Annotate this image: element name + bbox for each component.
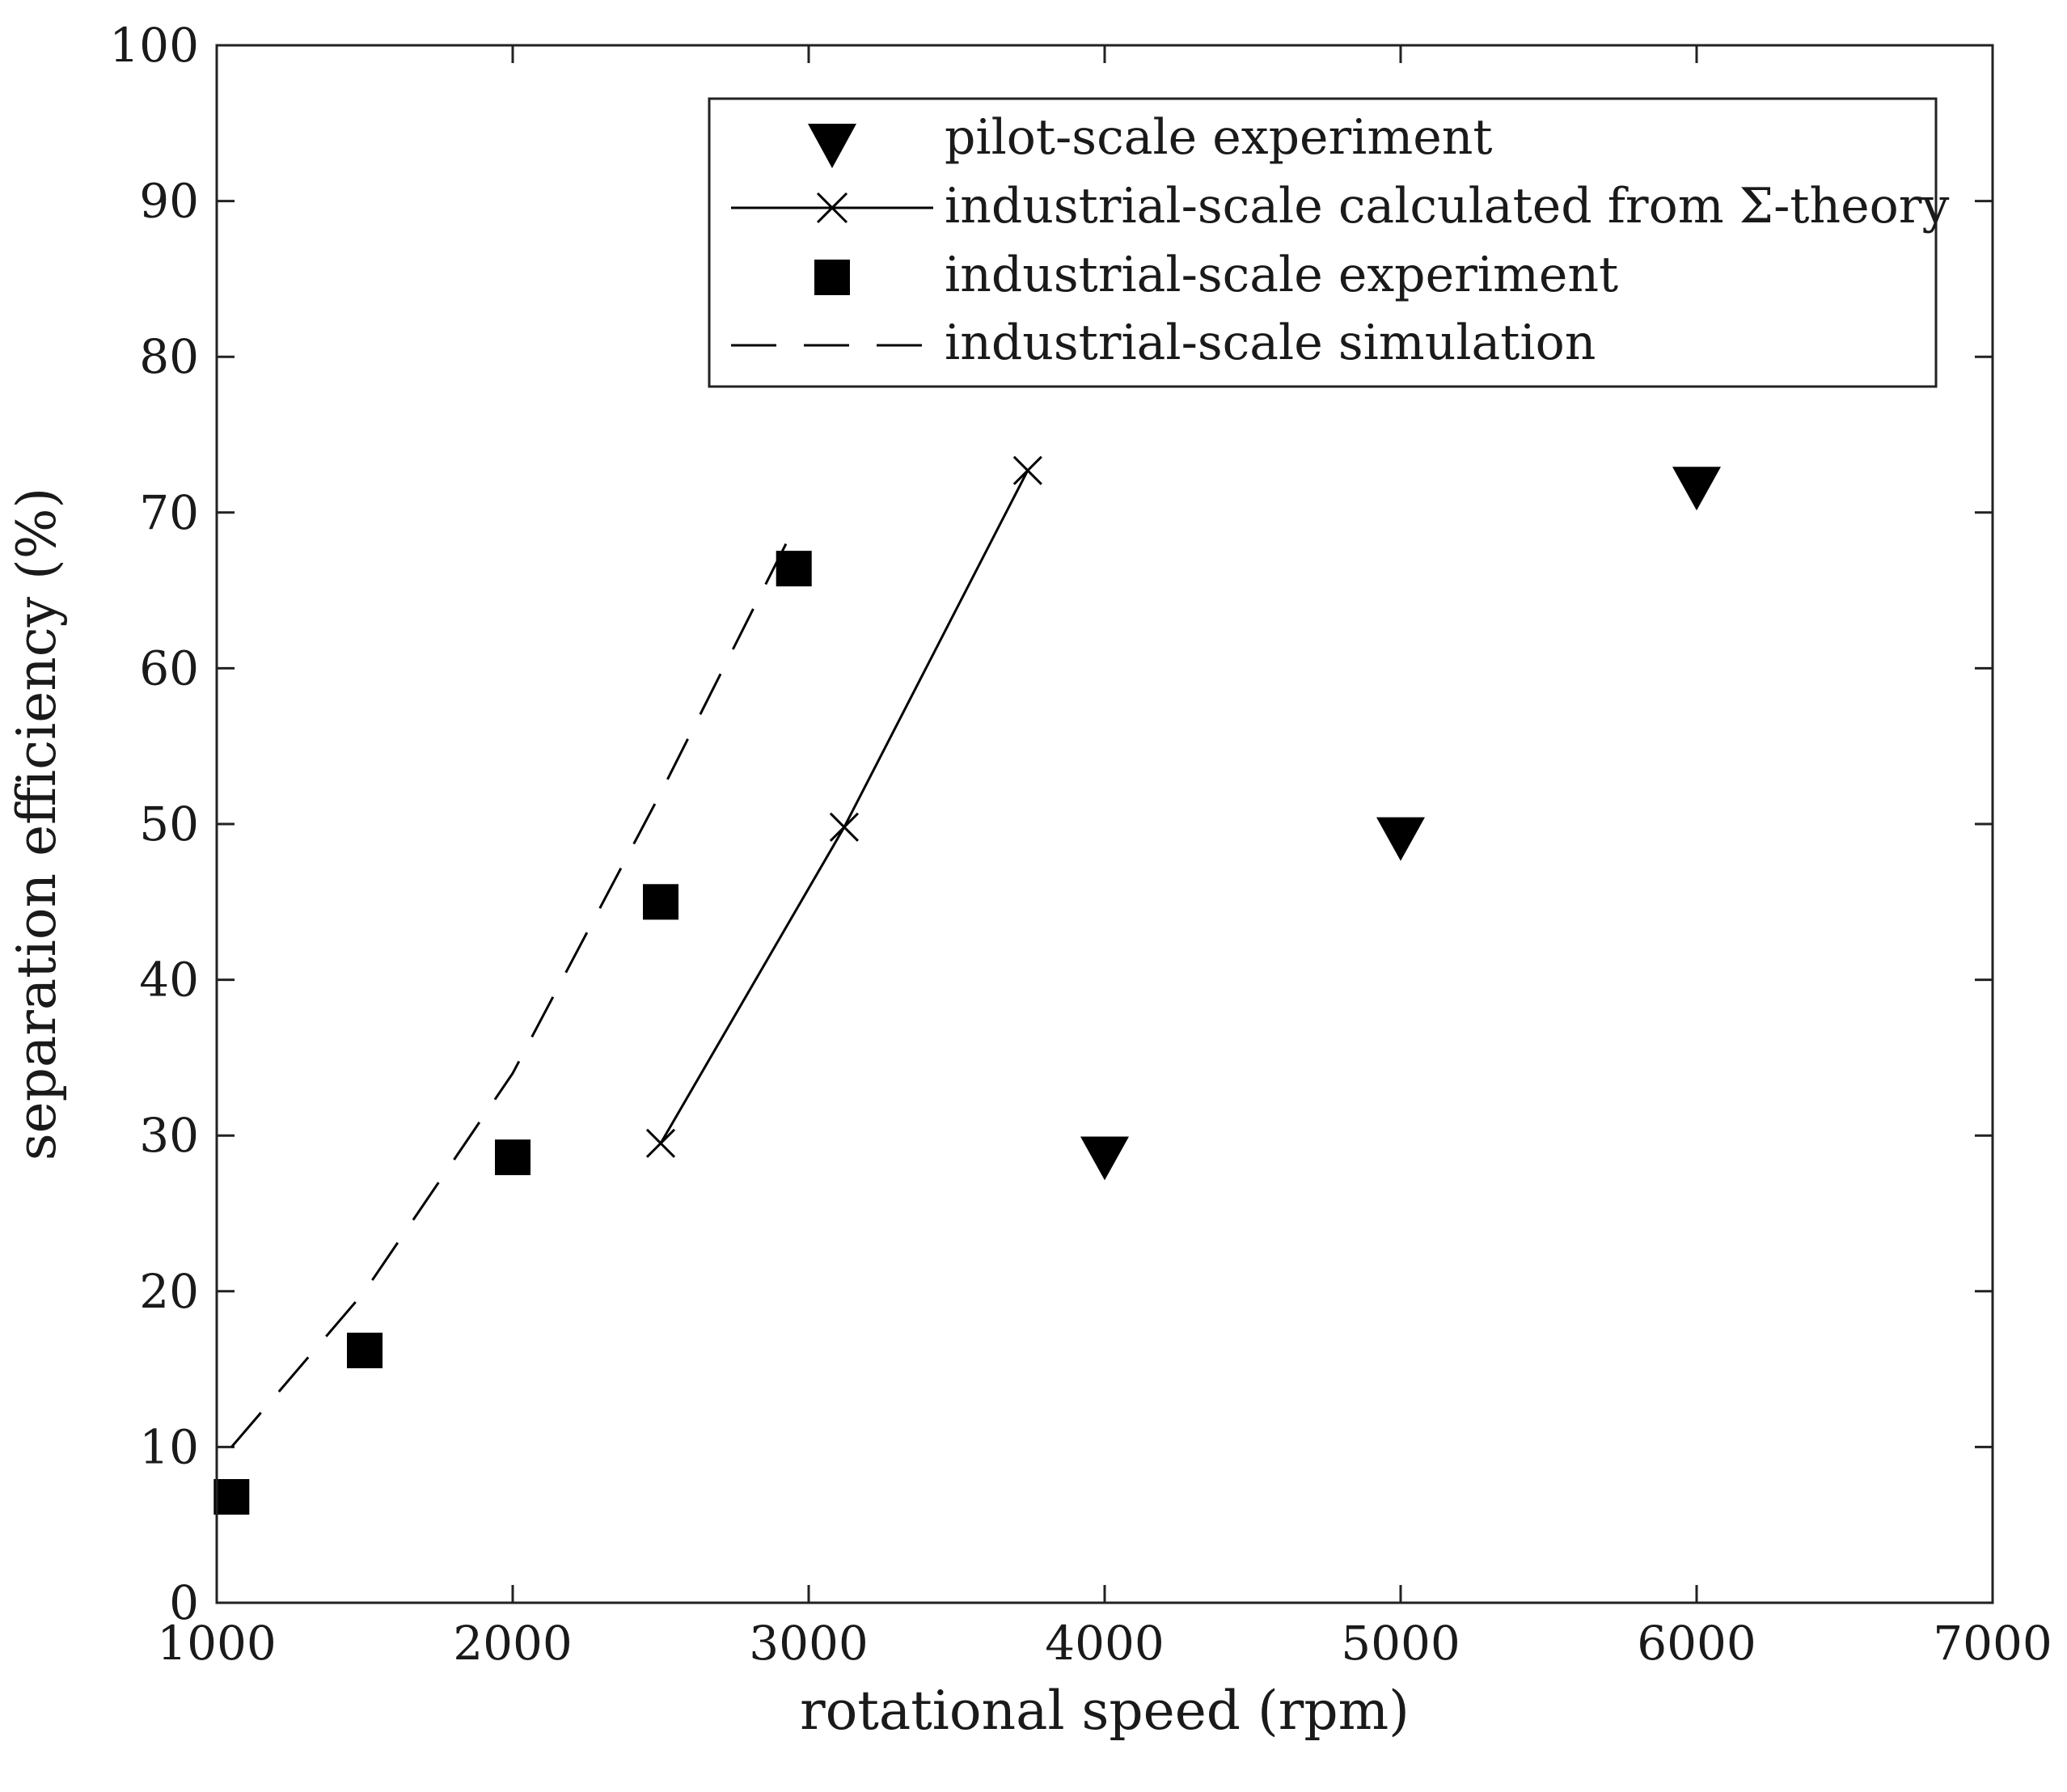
y-tick-label: 60 [139, 640, 199, 695]
y-tick-label: 10 [139, 1419, 199, 1474]
legend: pilot-scale experiment industrial-scale … [708, 97, 1949, 388]
legend-triangle-marker-icon [808, 124, 856, 168]
industrial-experiment-point [643, 884, 678, 920]
sigma-theory-point [829, 812, 859, 842]
legend-label-pilot-scale-experiment: pilot-scale experiment [945, 109, 1493, 166]
y-tick-label: 40 [139, 953, 199, 1008]
plot-frame [215, 44, 1994, 1604]
y-tick-label: 70 [139, 485, 199, 540]
series-layer [213, 455, 1721, 1515]
industrial-experiment-point [776, 551, 812, 587]
x-tick-label: 2000 [453, 1616, 573, 1671]
sigma-theory-point [645, 1128, 676, 1158]
x-tick-label: 1000 [157, 1616, 277, 1671]
legend-x-marker-icon [816, 192, 848, 224]
pilot-experiment-point [1080, 1136, 1129, 1181]
y-axis-title: separation efficiency (%) [6, 488, 68, 1160]
sigma-theory-point [1012, 455, 1042, 485]
pilot-experiment-point [1376, 817, 1425, 861]
y-tick-label: 20 [139, 1264, 199, 1319]
x-axis-title: rotational speed (rpm) [800, 1680, 1410, 1742]
pilot-experiment-point [1672, 467, 1721, 511]
y-tick-label: 30 [139, 1108, 199, 1163]
legend-label-sigma-theory: industrial-scale calculated from Σ-theor… [945, 178, 1949, 235]
y-tick-label: 50 [139, 797, 199, 852]
x-tick-label: 7000 [1933, 1616, 2052, 1671]
y-tick-label: 90 [139, 174, 199, 229]
x-tick-label: 6000 [1637, 1616, 1756, 1671]
industrial-experiment-point [347, 1332, 383, 1368]
legend-square-marker-icon [814, 260, 850, 295]
x-tick-label: 4000 [1045, 1616, 1165, 1671]
industrial-experiment-point [495, 1139, 530, 1176]
y-tick-label: 0 [169, 1575, 199, 1630]
legend-label-industrial-scale-experiment: industrial-scale experiment [945, 247, 1618, 303]
ticks-layer: 1000 2000 3000 4000 5000 6000 7000 0 10 20 30 40 50 6… [109, 18, 2052, 1671]
legend-box [708, 97, 1938, 388]
legend-label-industrial-scale-simulation: industrial-scale simulation [945, 315, 1596, 371]
y-tick-label: 100 [109, 18, 199, 73]
y-tick-label: 80 [139, 329, 199, 384]
x-tick-label: 5000 [1341, 1616, 1460, 1671]
industrial-experiment-point [213, 1479, 250, 1515]
simulation-dashed-line [230, 527, 796, 1448]
x-tick-label: 3000 [749, 1616, 869, 1671]
